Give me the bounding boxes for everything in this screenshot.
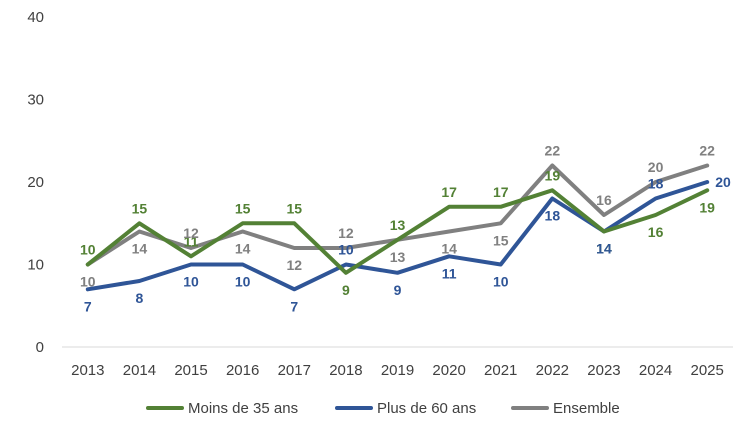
legend-label: Ensemble xyxy=(553,400,620,417)
data-label: 11 xyxy=(442,265,457,281)
data-label: 14 xyxy=(596,241,612,257)
x-tick-label: 2025 xyxy=(691,362,724,379)
data-label: 14 xyxy=(132,241,148,257)
x-tick-label: 2016 xyxy=(226,362,259,379)
x-tick-label: 2018 xyxy=(329,362,362,379)
y-tick-label: 20 xyxy=(27,174,44,191)
y-tick-label: 0 xyxy=(36,339,44,356)
data-label: 8 xyxy=(136,290,144,306)
data-label: 20 xyxy=(715,174,731,190)
data-label: 22 xyxy=(699,143,715,159)
data-label: 15 xyxy=(132,200,148,216)
data-label: 12 xyxy=(338,225,354,241)
data-label: 13 xyxy=(390,217,406,233)
x-tick-label: 2015 xyxy=(174,362,207,379)
x-tick-label: 2013 xyxy=(71,362,104,379)
data-label: 17 xyxy=(493,184,509,200)
x-tick-label: 2019 xyxy=(381,362,414,379)
data-label: 12 xyxy=(286,257,302,273)
data-label: 18 xyxy=(648,176,664,192)
data-label: 19 xyxy=(699,199,715,215)
x-tick-label: 2024 xyxy=(639,362,672,379)
data-label: 14 xyxy=(441,241,457,257)
x-tick-label: 2014 xyxy=(123,362,156,379)
y-tick-label: 40 xyxy=(27,9,44,26)
data-label: 7 xyxy=(84,298,92,314)
legend: Moins de 35 ans Plus de 60 ans Ensemble xyxy=(146,400,620,417)
data-label: 15 xyxy=(286,200,302,216)
data-label: 16 xyxy=(648,224,664,240)
data-label: 9 xyxy=(394,282,402,298)
legend-label: Moins de 35 ans xyxy=(188,400,298,417)
data-label: 12 xyxy=(183,225,199,241)
data-label: 10 xyxy=(493,274,509,290)
series-line-moins-de-35-ans xyxy=(85,188,710,275)
data-label: 20 xyxy=(648,159,664,175)
x-tick-label: 2022 xyxy=(536,362,569,379)
data-label: 17 xyxy=(441,184,457,200)
data-label: 15 xyxy=(493,232,509,248)
series-line-plus-de-60-ans xyxy=(85,180,710,292)
data-label: 13 xyxy=(390,249,406,265)
x-tick-label: 2021 xyxy=(484,362,517,379)
x-tick-label: 2017 xyxy=(278,362,311,379)
data-label: 9 xyxy=(342,282,350,298)
y-tick-label: 30 xyxy=(27,92,44,109)
data-label: 14 xyxy=(235,241,251,257)
x-tick-label: 2023 xyxy=(587,362,620,379)
x-axis: 2013 2014 2015 2016 2017 2018 2019 2020 2021 2022… xyxy=(71,362,724,379)
data-label: 7 xyxy=(290,298,298,314)
series-lines xyxy=(85,163,710,292)
legend-label: Plus de 60 ans xyxy=(377,400,476,417)
data-label: 10 xyxy=(183,274,199,290)
y-axis: 0 10 20 30 40 xyxy=(27,9,44,356)
data-label: 10 xyxy=(80,242,96,258)
data-label: 10 xyxy=(235,274,251,290)
x-tick-label: 2020 xyxy=(432,362,465,379)
data-label: 14 xyxy=(596,241,612,257)
y-tick-label: 10 xyxy=(27,257,44,274)
data-label: 16 xyxy=(596,192,612,208)
data-label: 11 xyxy=(184,233,199,249)
data-label: 10 xyxy=(80,274,96,290)
data-label: 22 xyxy=(545,143,561,159)
data-label: 19 xyxy=(545,167,561,183)
data-label: 10 xyxy=(338,242,354,258)
data-label: 15 xyxy=(235,200,251,216)
data-label: 18 xyxy=(545,208,561,224)
